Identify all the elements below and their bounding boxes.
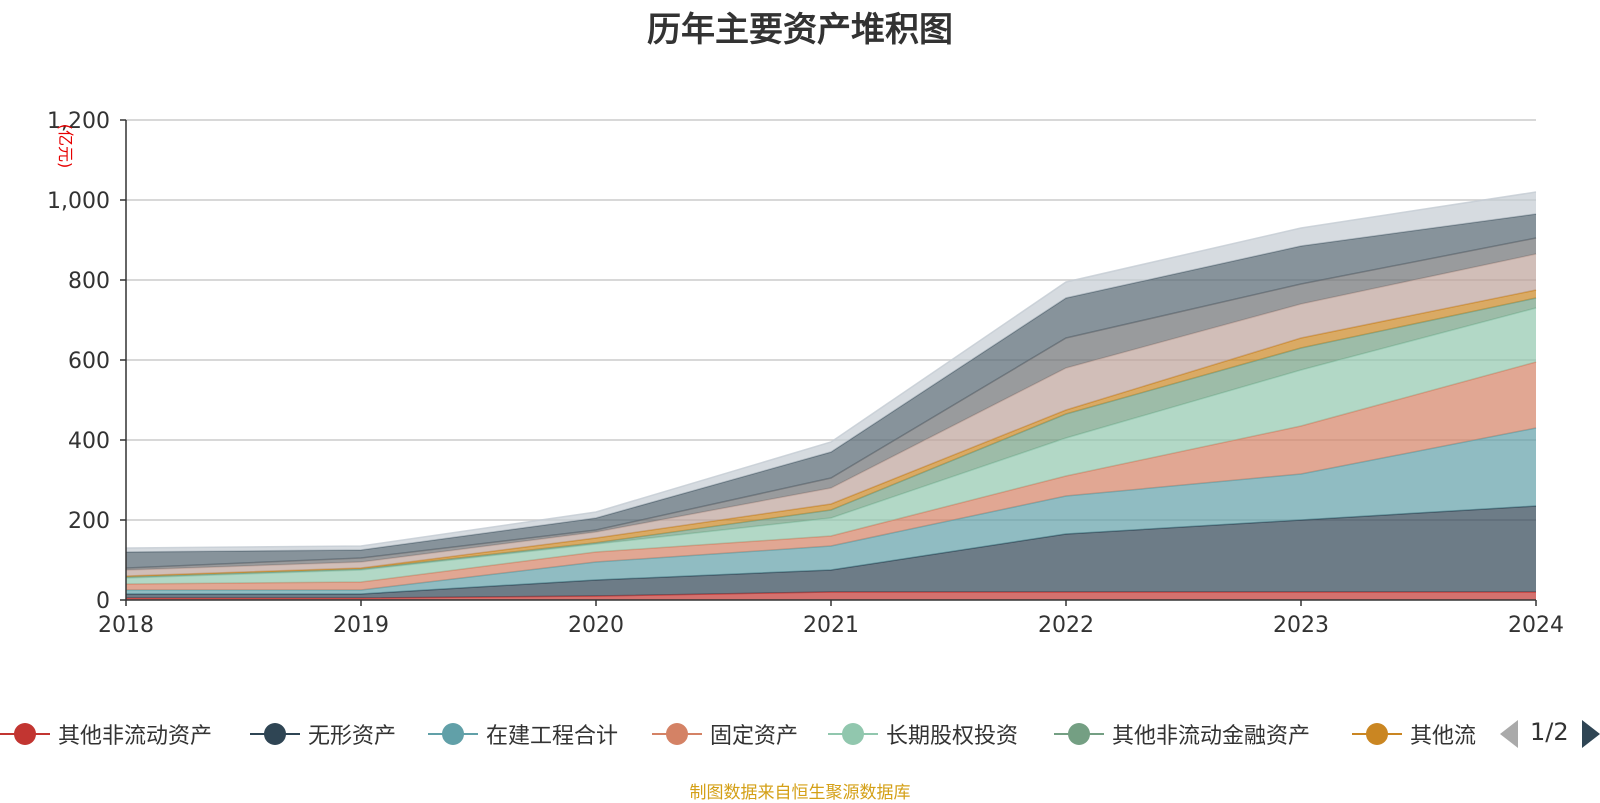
legend-item[interactable]: 固定资产 [652,714,798,754]
axes [120,119,1537,606]
legend-item[interactable]: 其他流 [1352,714,1476,754]
chart-title: 历年主要资产堆积图 [647,10,953,50]
legend-marker-icon [828,714,878,754]
legend-next-page-icon[interactable] [1582,720,1600,748]
area-series-10 [126,214,1536,568]
area-series-8 [126,254,1536,576]
area-series-1 [126,592,1536,600]
legend-marker-icon [1352,714,1402,754]
area-series [125,191,1537,600]
area-series-11-line [125,191,1537,549]
legend-item[interactable]: 无形资产 [250,714,396,754]
legend-marker-icon [652,714,702,754]
legend-item[interactable]: 其他非流动资产 [0,714,212,754]
area-series-9 [126,238,1536,570]
y-tick-label: 0 [96,589,110,614]
legend-prev-page-icon[interactable] [1500,720,1518,748]
legend-item[interactable]: 其他非流动金融资产 [1054,714,1310,754]
legend-label: 固定资产 [710,724,799,749]
legend-page-indicator: 1/2 [1530,718,1569,746]
legend-label: 其他非流动金融资产 [1112,724,1311,749]
legend-label: 其他非流动资产 [58,724,213,749]
x-tick-label: 2019 [333,613,389,638]
stacked-area-chart: 0 200 400 600 800 1,000 1,200 2018 2019 2020 2021 2… [47,109,1564,638]
y-tick-label: 1,000 [47,189,110,214]
x-tick-label: 2024 [1508,613,1564,638]
x-tick-label: 2022 [1038,613,1094,638]
y-tick-label: 800 [68,269,110,294]
legend-item[interactable]: 长期股权投资 [828,714,1018,754]
area-series-5 [126,308,1536,584]
x-tick-label: 2018 [98,613,154,638]
legend-pager: 1/2 [1500,714,1600,754]
source-note: 制图数据来自恒生聚源数据库 [689,783,911,803]
area-series-11 [126,192,1536,552]
legend-marker-icon [1054,714,1104,754]
area-series-2 [126,506,1536,598]
y-tick-label: 1,200 [47,109,110,134]
legend-marker-icon [250,714,300,754]
legend-item[interactable]: 在建工程合计 [428,714,618,754]
x-tick-label: 2023 [1273,613,1329,638]
area-series-3 [126,428,1536,594]
y-tick-label: 200 [68,509,110,534]
legend-label: 在建工程合计 [486,724,619,749]
legend-marker-icon [0,714,50,754]
y-axis-label: (亿元) [56,124,75,169]
tick-labels: 0 200 400 600 800 1,000 1,200 2018 2019 2020 2021 2… [47,109,1564,638]
legend-marker-icon [428,714,478,754]
y-tick-label: 400 [68,429,110,454]
y-tick-label: 600 [68,349,110,374]
legend-label: 长期股权投资 [886,724,1019,749]
grid-lines [126,119,1536,521]
area-series-4 [126,362,1536,590]
legend-label: 其他流 [1410,724,1477,749]
legend-label: 无形资产 [308,724,397,749]
x-tick-label: 2020 [568,613,624,638]
legend: 其他非流动资产 无形资产 在建工程合计 固定资产 长期股权投资 其他非流动金融资产 其他流 [0,714,1600,754]
x-tick-label: 2021 [803,613,859,638]
